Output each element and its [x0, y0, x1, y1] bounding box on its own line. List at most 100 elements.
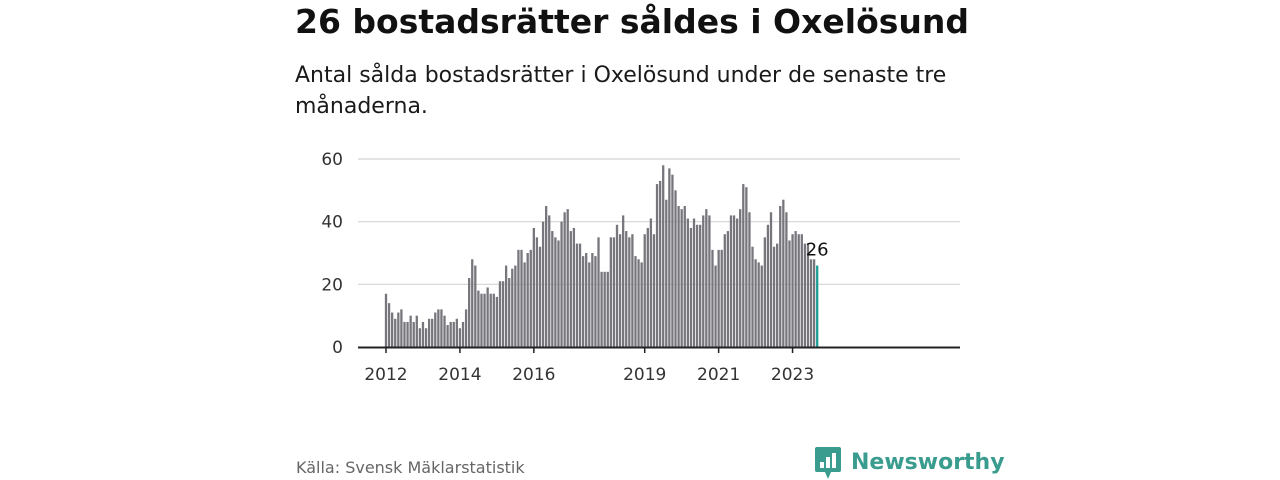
bar	[726, 231, 730, 347]
bar	[483, 293, 486, 347]
bar	[714, 265, 717, 347]
bar	[504, 265, 508, 347]
newsworthy-logo[interactable]: Newsworthy	[814, 446, 1005, 480]
bar	[729, 215, 733, 347]
bar	[809, 259, 813, 347]
bar	[797, 234, 800, 347]
bar	[739, 209, 742, 347]
bar	[618, 234, 622, 347]
bar	[785, 212, 788, 347]
bar	[468, 278, 471, 347]
bar	[538, 246, 542, 347]
x-tick-label: 2012	[364, 365, 407, 385]
bar	[600, 271, 603, 347]
bar	[545, 206, 548, 347]
bar	[680, 209, 683, 347]
bars	[384, 165, 819, 347]
bar	[609, 237, 612, 347]
x-tick-label: 2019	[623, 365, 666, 385]
bar	[732, 215, 736, 347]
bar	[615, 224, 619, 347]
bar	[477, 290, 480, 347]
bar	[720, 249, 723, 347]
annotations: 26	[806, 240, 829, 261]
bar	[431, 318, 434, 347]
bar	[745, 187, 748, 347]
bar	[461, 321, 465, 347]
bar	[560, 221, 563, 347]
y-tick-label: 40	[321, 213, 343, 233]
bar	[788, 240, 791, 347]
bar	[557, 240, 560, 347]
bar	[782, 199, 785, 347]
bar	[446, 325, 449, 347]
x-tick-label: 2016	[512, 365, 555, 385]
bar	[603, 271, 606, 347]
bar	[572, 227, 576, 347]
bar	[532, 227, 535, 347]
bar	[489, 293, 492, 347]
bar	[597, 237, 600, 347]
bar	[464, 309, 468, 347]
bar	[705, 209, 708, 347]
bar	[585, 253, 588, 347]
bar	[486, 287, 489, 347]
bar	[640, 262, 643, 347]
bar	[637, 259, 640, 347]
bar	[702, 215, 705, 347]
chart-subtitle: Antal sålda bostadsrätter i Oxelösund un…	[295, 63, 947, 119]
bar	[652, 234, 656, 347]
bar	[689, 227, 693, 347]
bar	[551, 231, 554, 347]
bar	[412, 321, 415, 347]
bar	[668, 168, 671, 347]
bar	[427, 318, 431, 347]
bar	[501, 281, 505, 347]
bar	[699, 224, 702, 347]
bar	[757, 262, 760, 347]
x-tick-label: 2021	[697, 365, 740, 385]
bar	[760, 265, 763, 347]
bar	[735, 218, 739, 347]
bar	[766, 224, 770, 347]
y-tick-label: 60	[321, 150, 343, 170]
bar	[591, 253, 594, 347]
bar	[400, 309, 403, 347]
bar	[763, 237, 766, 347]
bar	[671, 174, 674, 347]
bar	[646, 227, 649, 347]
bar	[394, 318, 397, 347]
bar	[776, 243, 779, 347]
bar	[434, 312, 437, 347]
bar	[581, 256, 585, 347]
bar	[403, 321, 406, 347]
bar	[658, 180, 662, 347]
bar	[424, 328, 428, 347]
bar	[529, 249, 532, 347]
bar	[791, 234, 794, 347]
bar	[794, 231, 797, 347]
bar	[498, 281, 502, 347]
source-text: Källa: Svensk Mäklarstatistik	[296, 458, 525, 477]
bar	[520, 249, 523, 347]
bar	[779, 206, 782, 347]
bar	[625, 231, 628, 347]
bar	[711, 249, 714, 347]
bar	[474, 265, 477, 347]
bar	[437, 309, 440, 347]
bar	[418, 328, 422, 347]
bar	[535, 237, 539, 347]
bar	[508, 278, 511, 347]
chart-title: 26 bostadsrätter såldes i Oxelösund	[295, 2, 970, 41]
x-tick-label: 2023	[771, 365, 814, 385]
bar	[631, 234, 634, 347]
bar	[742, 184, 745, 347]
bar	[517, 249, 520, 347]
bar	[803, 243, 807, 347]
bar	[612, 237, 616, 347]
bar	[588, 262, 591, 347]
bar	[471, 259, 474, 347]
bar	[772, 246, 776, 347]
newsworthy-logo-icon	[815, 447, 841, 479]
bar	[455, 318, 458, 347]
